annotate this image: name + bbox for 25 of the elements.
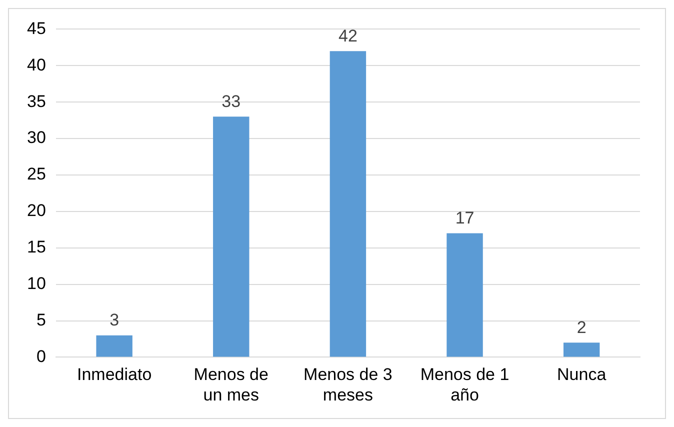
data-label: 33 xyxy=(222,92,241,111)
bar xyxy=(213,116,250,357)
y-tick-label: 25 xyxy=(26,164,46,184)
y-tick-label: 20 xyxy=(26,201,46,220)
y-tick-label: 5 xyxy=(36,310,46,330)
bar xyxy=(563,342,600,357)
bar xyxy=(96,335,132,357)
x-tick-label: Menos de 3 meses xyxy=(304,365,392,404)
x-tick-label: Menos de 1 año xyxy=(420,365,510,404)
data-label: 17 xyxy=(455,208,474,228)
y-tick-label: 0 xyxy=(36,346,46,366)
data-label: 42 xyxy=(338,26,358,46)
y-tick-label: 45 xyxy=(26,18,46,38)
y-tick-label: 40 xyxy=(26,55,46,74)
bar xyxy=(330,51,366,357)
x-tick-label: Nunca xyxy=(557,365,607,384)
data-label: 2 xyxy=(576,318,586,337)
x-tick-label: Inmediato xyxy=(76,365,152,384)
bar xyxy=(446,233,483,357)
x-tick-label: Menos de un mes xyxy=(194,365,268,404)
y-tick-label: 10 xyxy=(26,274,46,293)
y-tick-label: 15 xyxy=(26,238,46,257)
y-tick-label: 35 xyxy=(26,92,46,111)
y-tick-label: 30 xyxy=(26,128,46,148)
data-label: 3 xyxy=(110,310,120,330)
